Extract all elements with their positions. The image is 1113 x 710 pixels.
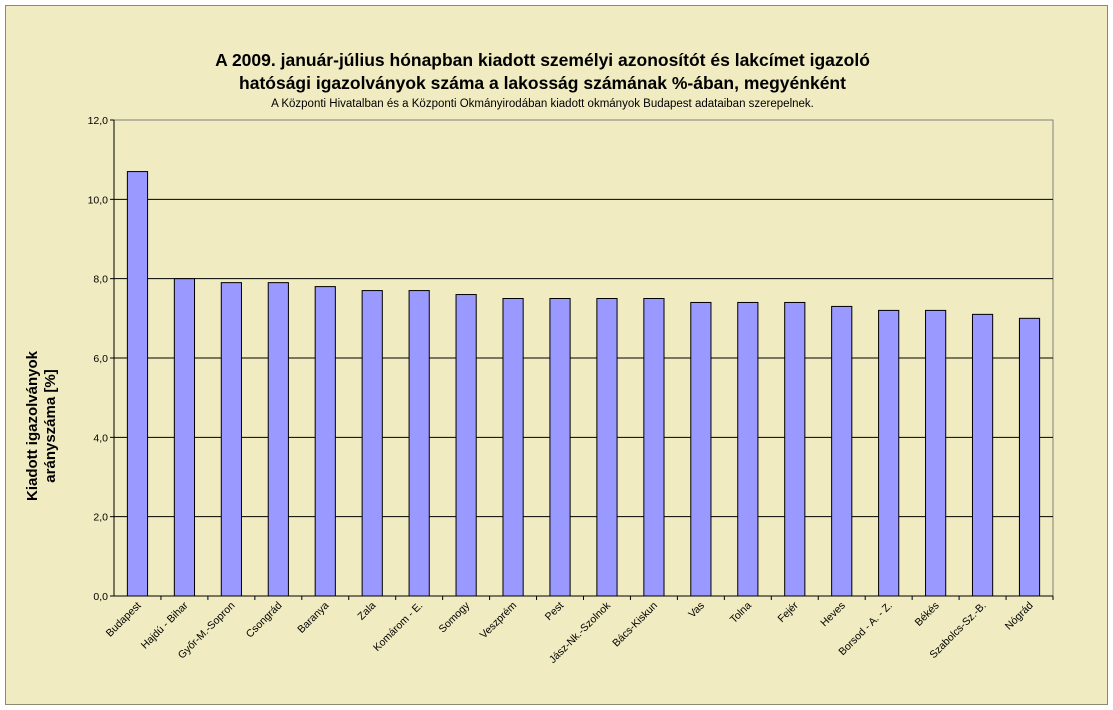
x-tick-label: Bács-Kiskun bbox=[610, 600, 660, 650]
x-tick-label: Baranya bbox=[295, 600, 331, 636]
bar-18 bbox=[971, 313, 994, 597]
x-tick-label: Fejér bbox=[775, 599, 801, 625]
bar-2 bbox=[220, 282, 242, 597]
x-tick-label: Komárom - E. bbox=[371, 600, 425, 654]
bar-16 bbox=[878, 309, 900, 597]
y-tick-label: 0,0 bbox=[93, 591, 108, 603]
x-tick-label: Somogy bbox=[437, 599, 473, 635]
bar-14 bbox=[784, 301, 806, 597]
x-tick-label: Veszprém bbox=[478, 599, 520, 641]
bar-19 bbox=[1018, 317, 1041, 597]
x-tick-label: Zala bbox=[355, 600, 378, 623]
bar-11 bbox=[643, 298, 665, 597]
bar-3 bbox=[267, 282, 289, 597]
x-tick-label: Pest bbox=[543, 600, 566, 623]
y-tick-label: 10,0 bbox=[88, 194, 109, 206]
y-tick-label: 2,0 bbox=[93, 512, 108, 524]
y-tick-label: 12,0 bbox=[88, 115, 109, 127]
bar-1 bbox=[173, 278, 196, 597]
bar-0 bbox=[126, 171, 149, 597]
x-tick-label: Nógrád bbox=[1003, 600, 1036, 633]
y-tick-label: 8,0 bbox=[93, 274, 108, 286]
x-tick-label: Budapest bbox=[104, 600, 144, 640]
x-tick-label: Tolna bbox=[728, 600, 754, 626]
chart-title-line2: hatósági igazolványok száma a lakosság s… bbox=[239, 73, 846, 93]
bar-6 bbox=[408, 290, 430, 597]
x-tick-label: Vas bbox=[686, 600, 707, 621]
x-tick-label: Hajdú - Bihar bbox=[139, 599, 191, 651]
bar-15 bbox=[831, 305, 853, 597]
x-tick-label: Csongrád bbox=[244, 600, 285, 641]
chart-title-line1: A 2009. január-július hónapban kiadott s… bbox=[215, 50, 870, 70]
bar-12 bbox=[690, 301, 712, 597]
bar-8 bbox=[502, 298, 524, 597]
x-tick-label: Heves bbox=[818, 600, 848, 630]
bar-4 bbox=[314, 286, 336, 597]
bar-10 bbox=[596, 298, 618, 597]
bar-5 bbox=[361, 290, 383, 597]
y-tick-label: 6,0 bbox=[93, 353, 108, 365]
chart-area: A 2009. január-július hónapban kiadott s… bbox=[5, 5, 1108, 705]
bar-7 bbox=[455, 294, 477, 597]
y-tick-label: 4,0 bbox=[93, 432, 108, 444]
chart-subtitle: A Központi Hivatalban és a Központi Okmá… bbox=[271, 98, 814, 110]
x-tick-label: Békés bbox=[913, 600, 942, 629]
bar-13 bbox=[737, 301, 759, 597]
bar-17 bbox=[925, 309, 947, 597]
bar-9 bbox=[549, 298, 571, 597]
